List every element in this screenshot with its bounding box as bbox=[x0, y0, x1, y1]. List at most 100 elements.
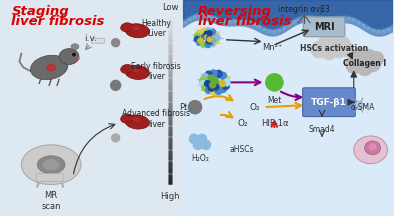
Circle shape bbox=[215, 87, 222, 94]
Ellipse shape bbox=[42, 159, 60, 171]
Circle shape bbox=[323, 19, 325, 21]
Circle shape bbox=[204, 81, 211, 87]
Ellipse shape bbox=[369, 143, 377, 150]
Circle shape bbox=[112, 134, 120, 142]
Text: HSCs activation: HSCs activation bbox=[300, 44, 368, 53]
Circle shape bbox=[372, 29, 375, 32]
Circle shape bbox=[368, 27, 370, 29]
Ellipse shape bbox=[121, 114, 133, 123]
Text: O₂: O₂ bbox=[237, 119, 248, 127]
Circle shape bbox=[219, 81, 225, 87]
Circle shape bbox=[206, 39, 211, 44]
Circle shape bbox=[197, 39, 203, 45]
Circle shape bbox=[197, 30, 203, 36]
Circle shape bbox=[328, 19, 330, 21]
Circle shape bbox=[201, 34, 206, 39]
Circle shape bbox=[273, 30, 275, 33]
Bar bbox=[183, 0, 392, 214]
Circle shape bbox=[210, 83, 216, 89]
Circle shape bbox=[234, 20, 236, 22]
Circle shape bbox=[303, 17, 305, 19]
Circle shape bbox=[210, 70, 217, 77]
Circle shape bbox=[387, 29, 390, 31]
Text: aHSCs: aHSCs bbox=[229, 145, 254, 154]
Circle shape bbox=[208, 40, 213, 45]
Circle shape bbox=[184, 22, 186, 24]
Circle shape bbox=[352, 49, 370, 67]
Circle shape bbox=[112, 39, 120, 47]
Circle shape bbox=[336, 37, 350, 51]
Circle shape bbox=[243, 20, 246, 23]
Circle shape bbox=[293, 21, 296, 23]
Circle shape bbox=[194, 33, 200, 39]
Circle shape bbox=[189, 134, 199, 144]
Ellipse shape bbox=[125, 115, 149, 129]
Circle shape bbox=[248, 21, 251, 24]
Circle shape bbox=[211, 38, 216, 43]
Circle shape bbox=[209, 84, 215, 91]
Circle shape bbox=[346, 56, 364, 73]
Circle shape bbox=[340, 43, 354, 57]
Text: Collagen I: Collagen I bbox=[343, 59, 386, 68]
Circle shape bbox=[263, 28, 266, 30]
Circle shape bbox=[223, 79, 230, 86]
Circle shape bbox=[222, 83, 229, 89]
Circle shape bbox=[318, 37, 332, 51]
Circle shape bbox=[213, 38, 219, 44]
Circle shape bbox=[194, 36, 200, 42]
Circle shape bbox=[212, 85, 218, 91]
Ellipse shape bbox=[354, 101, 364, 109]
Circle shape bbox=[209, 15, 211, 18]
Text: Smad4: Smad4 bbox=[309, 125, 335, 135]
Text: liver fibrosis: liver fibrosis bbox=[198, 15, 292, 28]
Circle shape bbox=[361, 50, 377, 65]
Circle shape bbox=[111, 80, 121, 90]
Circle shape bbox=[327, 36, 343, 52]
Text: MR
scan: MR scan bbox=[41, 192, 61, 211]
Text: α-SMA: α-SMA bbox=[351, 103, 375, 112]
Ellipse shape bbox=[365, 141, 381, 155]
Circle shape bbox=[205, 28, 211, 34]
Text: Advanced fibrosis
liver: Advanced fibrosis liver bbox=[122, 109, 190, 129]
Text: Healthy
Liver: Healthy Liver bbox=[141, 19, 171, 38]
Text: Met: Met bbox=[267, 96, 282, 105]
Circle shape bbox=[331, 42, 347, 57]
Circle shape bbox=[200, 81, 207, 88]
Circle shape bbox=[353, 19, 355, 21]
Text: Reversing: Reversing bbox=[198, 5, 272, 18]
Circle shape bbox=[362, 24, 365, 26]
Circle shape bbox=[338, 17, 340, 20]
Ellipse shape bbox=[121, 23, 133, 32]
Circle shape bbox=[207, 31, 212, 36]
Circle shape bbox=[210, 40, 216, 46]
Circle shape bbox=[288, 24, 290, 26]
Circle shape bbox=[311, 42, 327, 57]
Circle shape bbox=[223, 79, 230, 86]
Circle shape bbox=[382, 30, 385, 32]
Circle shape bbox=[77, 57, 79, 60]
Ellipse shape bbox=[37, 156, 65, 174]
Circle shape bbox=[283, 27, 286, 30]
Circle shape bbox=[214, 35, 220, 41]
Text: Mn²⁺: Mn²⁺ bbox=[262, 43, 283, 52]
FancyBboxPatch shape bbox=[303, 88, 355, 117]
Circle shape bbox=[209, 81, 215, 87]
Text: i.v.: i.v. bbox=[84, 34, 97, 43]
Ellipse shape bbox=[125, 24, 149, 38]
Circle shape bbox=[219, 72, 226, 79]
Circle shape bbox=[205, 35, 210, 40]
Circle shape bbox=[213, 84, 219, 90]
Circle shape bbox=[365, 56, 381, 71]
Circle shape bbox=[377, 30, 380, 33]
Circle shape bbox=[343, 17, 345, 19]
Text: TGF-β1: TGF-β1 bbox=[311, 98, 347, 107]
Circle shape bbox=[201, 140, 211, 150]
Text: Low: Low bbox=[162, 3, 178, 12]
Text: High: High bbox=[160, 192, 180, 202]
Circle shape bbox=[318, 18, 320, 20]
Ellipse shape bbox=[121, 65, 133, 73]
FancyBboxPatch shape bbox=[91, 38, 104, 43]
Circle shape bbox=[198, 38, 203, 43]
Ellipse shape bbox=[46, 64, 56, 71]
Circle shape bbox=[278, 29, 281, 32]
